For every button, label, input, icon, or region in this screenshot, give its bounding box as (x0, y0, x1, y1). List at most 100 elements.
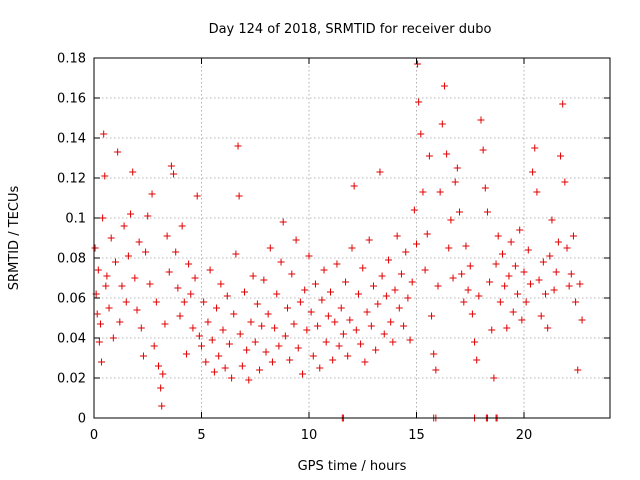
data-point (327, 288, 334, 296)
data-point (475, 292, 483, 300)
data-point (320, 266, 328, 274)
data-point (95, 338, 103, 346)
data-point (144, 212, 152, 220)
data-point (554, 238, 562, 246)
data-point (389, 338, 397, 346)
data-point (100, 130, 108, 138)
data-point (281, 332, 289, 340)
data-point (243, 346, 251, 354)
data-point (380, 330, 388, 338)
data-point (247, 318, 255, 326)
data-point (260, 276, 268, 284)
data-point (443, 150, 451, 158)
data-point (509, 308, 517, 316)
data-point (286, 356, 294, 364)
data-point (182, 350, 190, 358)
x-tick-label: 5 (197, 428, 205, 443)
data-point (520, 268, 528, 276)
data-point (307, 308, 315, 316)
data-point (460, 298, 468, 306)
y-tick-label: 0.08 (57, 252, 86, 267)
data-point (187, 290, 195, 298)
data-point (462, 242, 470, 250)
data-point (361, 358, 369, 366)
data-point (410, 206, 418, 214)
data-point (393, 232, 401, 240)
data-point (118, 282, 126, 290)
data-point (542, 290, 549, 298)
data-point (178, 222, 186, 230)
data-point (408, 278, 416, 286)
data-point (423, 230, 431, 238)
data-point (477, 116, 485, 124)
data-point (468, 310, 476, 318)
data-point (303, 326, 311, 334)
data-point (354, 290, 362, 298)
y-tick-label: 0.06 (57, 292, 86, 307)
data-point (105, 304, 113, 312)
data-point (256, 366, 264, 374)
data-point (275, 342, 283, 350)
data-point (329, 356, 337, 364)
data-point (436, 188, 444, 196)
data-point (402, 248, 410, 256)
data-point (471, 338, 479, 346)
data-point (535, 276, 543, 284)
data-point (109, 334, 117, 342)
data-point (567, 270, 575, 278)
x-tick-label: 15 (408, 428, 425, 443)
data-point (219, 326, 227, 334)
data-point (309, 352, 317, 360)
data-point (473, 356, 481, 364)
data-point (322, 338, 330, 346)
data-point (195, 332, 203, 340)
data-point (376, 168, 384, 176)
data-point (204, 318, 212, 326)
data-point (155, 362, 162, 370)
data-point (372, 346, 380, 354)
data-point (374, 300, 382, 308)
data-point (235, 192, 243, 200)
data-point (236, 330, 244, 338)
data-point (150, 342, 158, 350)
data-point (305, 252, 313, 260)
data-point (430, 350, 438, 358)
data-point (200, 298, 208, 306)
data-point (208, 336, 216, 344)
data-point (213, 304, 221, 312)
data-point (505, 272, 513, 280)
data-point (559, 100, 567, 108)
data-point (251, 338, 259, 346)
data-point (137, 324, 145, 332)
data-point (511, 262, 519, 270)
data-points (91, 60, 586, 422)
data-point (346, 316, 354, 324)
data-point (518, 316, 526, 324)
data-point (447, 216, 455, 224)
data-point (191, 274, 199, 282)
data-point (561, 178, 569, 186)
data-point (116, 318, 124, 326)
data-point (501, 282, 509, 290)
data-point (333, 260, 341, 268)
data-point (324, 312, 332, 320)
data-point (172, 248, 180, 256)
data-point (122, 298, 130, 306)
data-point (434, 282, 442, 290)
data-point (516, 226, 524, 234)
y-tick-label: 0.02 (57, 372, 86, 387)
data-point (458, 270, 466, 278)
data-point (93, 310, 101, 318)
data-point (180, 298, 188, 306)
data-point (163, 232, 171, 240)
data-point (385, 256, 393, 264)
data-point (488, 326, 496, 334)
data-point (574, 366, 582, 374)
x-tick-label: 0 (90, 428, 98, 443)
data-point (159, 370, 167, 378)
data-point (350, 182, 358, 190)
data-point (514, 290, 522, 298)
y-tick-label: 0.16 (57, 92, 86, 107)
data-point (98, 358, 106, 366)
data-point (337, 304, 345, 312)
